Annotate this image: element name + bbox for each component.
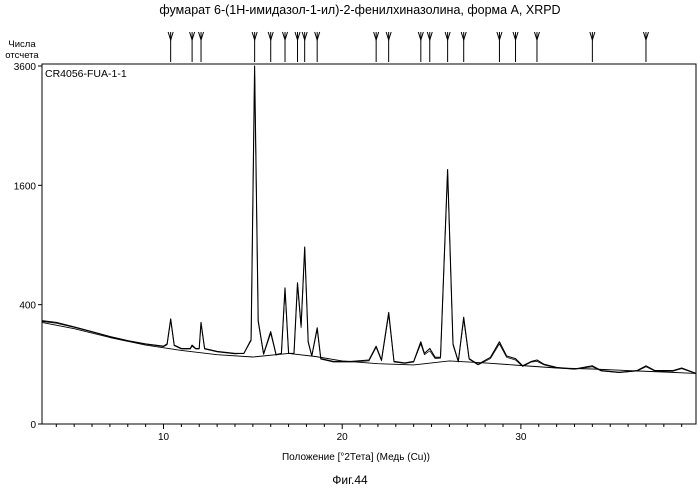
- x-tick-label: 30: [515, 432, 527, 443]
- series-line-background: [42, 322, 696, 373]
- y-tick-label: 0: [30, 420, 36, 431]
- peak-marker-group: [168, 32, 648, 62]
- chart-title: фумарат 6-(1Н-имидазол-1-ил)-2-фенилхина…: [159, 3, 560, 17]
- y-tick-label: 1600: [14, 181, 37, 192]
- x-axis-label: Положение [°2Тета] (Медь (Cu)): [282, 452, 430, 463]
- y-axis-label-line-2: отсчета: [5, 50, 39, 61]
- x-tick-label: 20: [337, 432, 349, 443]
- y-tick-label: 3600: [14, 62, 37, 73]
- y-tick-label: 400: [19, 301, 36, 312]
- y-tick-group: 0 400 1600 3600: [14, 62, 42, 431]
- y-axis-label-line-1: Числа: [8, 39, 36, 50]
- plot-area-frame: [42, 64, 696, 424]
- sample-label: CR4056-FUA-1-1: [45, 68, 127, 80]
- series-line-measured: [42, 66, 696, 373]
- x-tick-group: 10 20 30: [56, 424, 681, 443]
- x-tick-label: 10: [158, 432, 170, 443]
- series-line-calculated: [42, 69, 696, 374]
- figure-caption: Фиг.44: [332, 473, 368, 487]
- series-group: [42, 66, 696, 374]
